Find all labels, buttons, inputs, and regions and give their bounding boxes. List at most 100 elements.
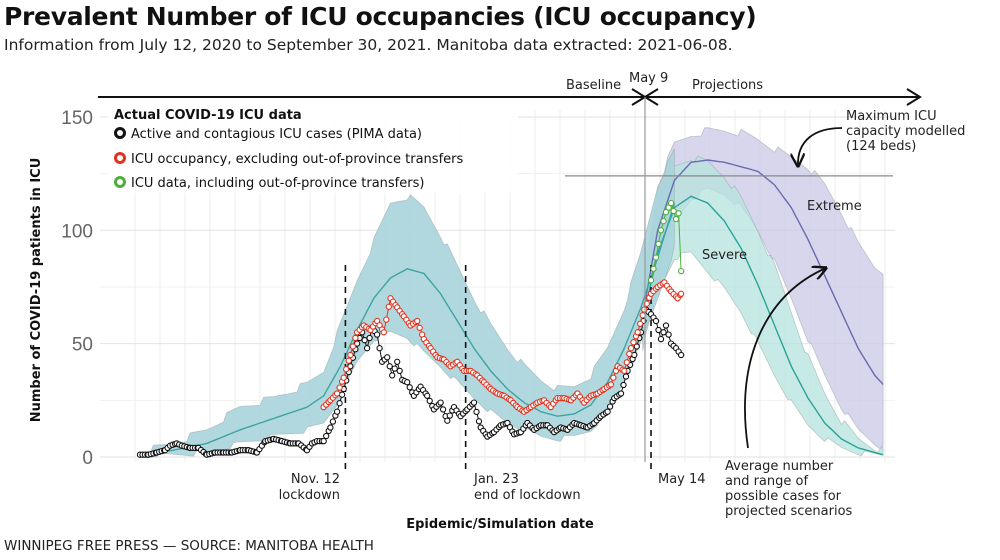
y-tick-150: 150 xyxy=(61,108,93,129)
model-bands xyxy=(139,127,884,458)
severe-label: Severe xyxy=(702,248,747,263)
y-tick-100: 100 xyxy=(61,221,93,242)
active-cases-point xyxy=(437,399,444,406)
icu-incl-transfers-point xyxy=(670,207,677,215)
active-cases-point xyxy=(473,408,480,416)
icu-incl-transfers-point xyxy=(662,209,670,216)
icu-incl-transfers-point xyxy=(655,240,662,248)
observed-points xyxy=(136,199,685,458)
icu-incl-transfers-point xyxy=(650,265,657,272)
legend-entry-transfers: ICU data, including out-of-province tran… xyxy=(131,176,424,191)
icu-occupancy-point xyxy=(610,374,617,381)
active-cases-point xyxy=(657,335,665,343)
active-cases-point xyxy=(622,373,630,380)
active-cases-point xyxy=(338,391,346,398)
baseline-range-band xyxy=(139,148,675,458)
icu-incl-transfers-point xyxy=(660,218,667,225)
active-cases-point xyxy=(444,417,451,424)
icu-occupancy-point xyxy=(623,359,630,366)
icu-incl-transfers-point xyxy=(647,277,655,284)
may9-label: May 9 xyxy=(629,71,668,86)
projections-label: Projections xyxy=(692,78,763,93)
active-cases-point xyxy=(662,322,670,329)
active-cases-point xyxy=(323,432,330,440)
icu-occupancy-point xyxy=(641,306,648,313)
icu-occupancy-point xyxy=(607,381,615,388)
chart-title: Prevalent Number of ICU occupancies (ICU… xyxy=(4,2,757,31)
active-cases-point xyxy=(404,379,411,386)
icu-occupancy-point xyxy=(333,390,341,397)
icu-occupancy-point xyxy=(340,374,347,381)
active-cases-point xyxy=(394,358,401,365)
icu-occupancy-point xyxy=(349,343,357,350)
y-axis-ticks: 0 50 100 150 xyxy=(61,108,93,469)
icu-incl-transfers-point xyxy=(675,210,682,217)
active-cases-point xyxy=(361,337,368,344)
projections-arrow-head xyxy=(906,88,922,106)
capacity-label-line2: capacity modelled xyxy=(846,124,965,139)
active-cases-point xyxy=(652,317,660,325)
active-cases-point xyxy=(665,331,672,338)
phase-bar: Baseline May 9 Projections xyxy=(98,71,922,462)
icu-occupancy-point xyxy=(383,316,390,323)
severe-range-band xyxy=(642,155,884,457)
active-cases-point xyxy=(606,403,614,410)
legend: Actual COVID-19 ICU data Active and cont… xyxy=(108,103,518,193)
icu-occupancy-point xyxy=(627,345,635,352)
active-cases-point xyxy=(347,363,354,370)
icu-occupancy-point xyxy=(343,366,350,373)
legend-background xyxy=(108,103,518,193)
icu-occupancy-point xyxy=(621,367,628,375)
event-label-jan23: Jan. 23 xyxy=(473,472,519,487)
event-sublabel-jan23: end of lockdown xyxy=(474,488,581,503)
active-cases-point xyxy=(655,326,662,334)
icu-occupancy-point xyxy=(677,290,685,297)
projection-note-line4: projected scenarios xyxy=(725,504,853,519)
capacity-label-line1: Maximum ICU xyxy=(846,109,937,124)
active-cases-point xyxy=(446,412,453,419)
active-cases-point xyxy=(389,372,396,379)
icu-incl-transfers-point xyxy=(677,267,685,275)
icu-occupancy-point xyxy=(634,329,641,336)
legend-title: Actual COVID-19 ICU data xyxy=(114,108,302,123)
active-cases-point xyxy=(424,392,431,399)
active-cases-point xyxy=(320,437,327,445)
active-cases-point xyxy=(384,354,391,361)
legend-entry-active: Active and contagious ICU cases (PIMA da… xyxy=(131,127,422,142)
event-label-may14: May 14 xyxy=(658,472,706,487)
icu-occupancy-point xyxy=(347,351,354,359)
icu-incl-transfers-point xyxy=(667,199,675,207)
projection-note-line2: and range of xyxy=(725,474,808,489)
icu-incl-transfers-point xyxy=(657,227,665,234)
extreme-label: Extreme xyxy=(807,199,862,214)
y-axis-label: Number of COVID-19 patients in ICU xyxy=(29,158,44,423)
active-cases-point xyxy=(633,343,640,350)
active-cases-point xyxy=(604,408,611,415)
icu-occupancy-point xyxy=(345,357,352,364)
active-cases-point xyxy=(373,331,381,338)
icu-incl-transfers-point xyxy=(672,215,680,223)
chart-subtitle: Information from July 12, 2020 to Septem… xyxy=(4,36,733,54)
legend-marker-occupancy xyxy=(114,152,126,164)
active-cases-point xyxy=(470,399,478,406)
legend-marker-transfers xyxy=(114,176,126,188)
active-cases-point xyxy=(376,345,383,352)
active-cases-point xyxy=(366,334,373,342)
icu-occupancy-point xyxy=(380,329,387,336)
y-tick-0: 0 xyxy=(82,448,93,469)
active-cases-point xyxy=(386,363,393,370)
active-cases-point xyxy=(329,418,337,425)
active-cases-point xyxy=(391,365,398,372)
active-cases-point xyxy=(336,400,343,407)
legend-marker-active xyxy=(114,127,126,139)
baseline-mean-line xyxy=(139,202,676,456)
source-footer: WINNIPEG FREE PRESS — SOURCE: MANITOBA H… xyxy=(4,538,374,554)
active-cases-point xyxy=(363,345,371,352)
active-cases-point xyxy=(396,367,403,375)
active-cases-point xyxy=(327,424,334,431)
active-cases-point xyxy=(439,406,447,413)
y-tick-50: 50 xyxy=(72,335,93,356)
active-cases-point xyxy=(333,408,341,415)
active-cases-point xyxy=(475,418,483,425)
